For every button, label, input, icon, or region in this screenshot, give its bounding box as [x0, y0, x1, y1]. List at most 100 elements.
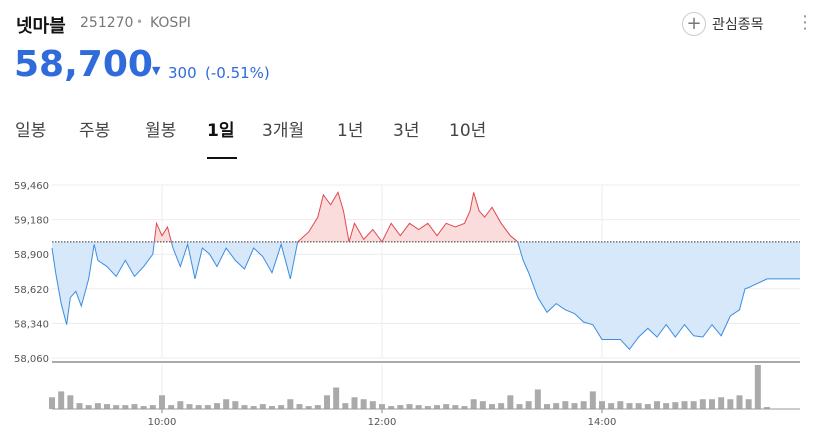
volume-bar — [571, 403, 578, 409]
volume-bar — [195, 405, 202, 409]
volume-bar — [525, 401, 532, 409]
volume-bar — [204, 405, 211, 409]
y-tick-label: 58,620 — [14, 285, 49, 296]
tab[interactable]: 1년 — [337, 121, 363, 141]
volume-bar — [424, 406, 431, 409]
volume-bar — [736, 395, 743, 409]
volume-bar — [507, 395, 514, 409]
volume-bar — [159, 395, 165, 409]
stock-name: 넷마블 — [16, 16, 66, 37]
tab[interactable]: 3년 — [393, 121, 419, 141]
volume-bar — [379, 404, 385, 409]
volume-bar — [131, 404, 138, 409]
volume-bar — [626, 403, 633, 409]
volume-bar — [94, 403, 101, 409]
tab[interactable]: 일봉 — [15, 121, 46, 141]
volume-bar — [113, 405, 120, 409]
volume-bar — [214, 403, 220, 409]
volume-bar — [516, 404, 523, 409]
x-tick-label: 14:00 — [588, 417, 617, 428]
volume-bar — [333, 387, 340, 409]
volume-bar — [562, 401, 569, 409]
volume-bar — [470, 399, 477, 409]
volume-bar — [104, 404, 110, 409]
volume-bar — [443, 404, 450, 409]
volume-bar — [223, 399, 230, 409]
volume-bar — [287, 399, 294, 409]
y-tick-label: 58,060 — [14, 354, 49, 365]
tab[interactable]: 월봉 — [145, 121, 176, 141]
volume-bar — [672, 402, 679, 409]
volume-bar — [351, 397, 358, 409]
tab[interactable]: 1일 — [207, 121, 234, 141]
volume-bar — [654, 401, 660, 409]
volume-bar — [745, 399, 752, 409]
volume-bar — [580, 401, 587, 409]
change: 300 — [168, 64, 197, 82]
y-tick-label: 58,900 — [14, 250, 49, 261]
volume-bar — [534, 389, 541, 409]
volume-bar — [177, 401, 184, 409]
volume-bar — [553, 403, 560, 409]
tab[interactable]: 주봉 — [79, 121, 110, 141]
watchlist-button[interactable]: + 관심종목 — [682, 12, 764, 36]
volume-bar — [690, 401, 697, 409]
more-menu[interactable]: ⋮ — [796, 12, 814, 33]
volume-bar — [406, 404, 413, 409]
volume-bar — [360, 399, 367, 409]
volume-bar — [644, 404, 651, 409]
volume-bar — [617, 401, 624, 409]
volume-bar — [58, 391, 65, 409]
volume-bar — [434, 405, 440, 409]
area-fill — [52, 192, 800, 350]
volume-bar — [681, 401, 688, 409]
volume-bar — [259, 404, 266, 409]
change-percent: (-0.51%) — [205, 64, 270, 82]
volume-bar — [149, 405, 156, 409]
volume-bar — [599, 401, 605, 409]
volume-bar — [699, 399, 706, 409]
stock-code: 251270 — [80, 15, 134, 31]
volume-bar — [369, 401, 376, 409]
volume-bar — [608, 403, 615, 409]
volume-bar — [544, 404, 550, 409]
volume-bar — [67, 395, 74, 409]
volume-bar — [314, 405, 321, 409]
volume-bar — [168, 405, 175, 409]
volume-bar — [727, 399, 734, 409]
tab[interactable]: 3개월 — [262, 121, 304, 141]
x-tick-label: 10:00 — [148, 417, 177, 428]
volume-bar — [305, 406, 312, 409]
volume-bar — [764, 407, 770, 409]
plus-icon: + — [682, 12, 706, 36]
volume-bar — [663, 403, 670, 409]
watchlist-label: 관심종목 — [712, 17, 764, 33]
x-tick-label: 12:00 — [368, 417, 397, 428]
y-tick-label: 58,340 — [14, 319, 49, 330]
price-line — [51, 191, 800, 351]
volume-bar — [461, 406, 468, 409]
volume-bar — [397, 405, 404, 409]
volume-bar — [186, 404, 193, 409]
volume-bar — [140, 406, 147, 409]
volume-bar — [498, 403, 505, 409]
volume-bar — [479, 401, 486, 409]
volume-bar — [76, 403, 83, 409]
volume-bar — [754, 365, 761, 409]
separator: • — [136, 15, 144, 29]
volume-bar — [324, 395, 330, 409]
volume-bar — [296, 404, 303, 409]
volume-bar — [342, 403, 349, 409]
volume-bar — [388, 406, 395, 409]
volume-bar — [241, 405, 248, 409]
volume-bar — [635, 403, 642, 409]
volume-bar — [452, 405, 459, 409]
volume-bar — [709, 399, 715, 409]
volume-bar — [49, 397, 55, 409]
tab[interactable]: 10년 — [449, 121, 486, 141]
y-tick-label: 59,460 — [14, 181, 49, 192]
volume-bar — [122, 405, 129, 409]
volume-bar — [415, 405, 422, 409]
